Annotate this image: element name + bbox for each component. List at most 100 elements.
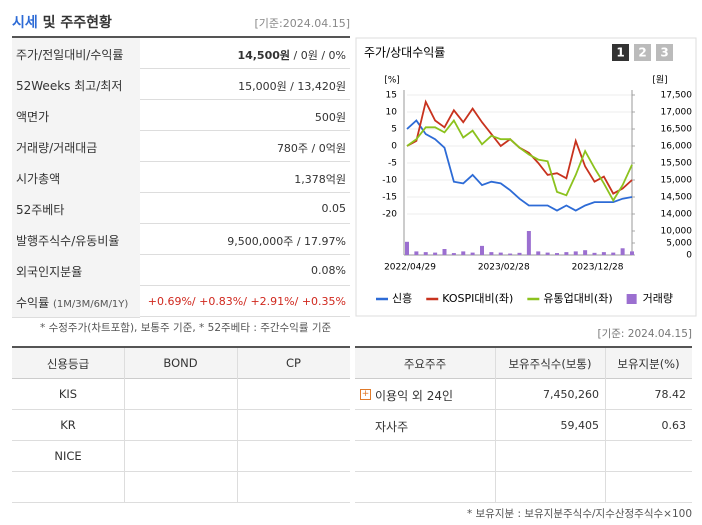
row-line [140, 223, 350, 224]
title-highlight: 시세 [12, 15, 38, 31]
volume-bar [489, 252, 494, 255]
volume-bar [480, 245, 484, 255]
y2-unit: [원] [652, 75, 667, 86]
label-cell [12, 255, 140, 287]
value-text: 9,500,000주 / 17.97% [227, 235, 346, 248]
row-label: 외국인지분율 [16, 263, 82, 280]
label-text: 외국인지분율 [16, 265, 83, 279]
row-line [140, 285, 350, 286]
value-text: +0.69%/ +0.83%/ +2.91%/ +0.35% [147, 295, 346, 308]
value-text: 0.05 [321, 202, 347, 215]
chart-button[interactable] [634, 44, 651, 61]
row-line [140, 161, 350, 162]
row-line [140, 254, 350, 255]
y2-tick-label: 15,500 [661, 159, 693, 169]
header-cell: 보유지분(%) [617, 357, 680, 371]
y-tick-label: -5 [388, 159, 397, 169]
volume-bar [470, 252, 475, 255]
expand-icon[interactable]: + [360, 389, 371, 400]
table-cell: 이용익 외 24인 [375, 389, 454, 403]
col-line [124, 348, 125, 503]
header-cell: 보유주식수(보통) [508, 357, 592, 371]
volume-bar [620, 248, 625, 255]
volume-bar [536, 251, 541, 255]
legend-label: 거래량 [643, 292, 673, 305]
label-text: 시가총액 [16, 172, 61, 186]
row-label: 52Weeks 최고/최저 [16, 77, 122, 94]
row-value: 780주 / 0억원 [277, 140, 346, 156]
row-line [12, 409, 350, 410]
row-line [140, 68, 350, 69]
chart-button[interactable] [656, 44, 673, 61]
volume-bar [405, 241, 409, 255]
row-line [12, 471, 350, 472]
label-text: 주가/전일대비/수익률 [16, 48, 124, 62]
value-text: 500원 [314, 111, 346, 124]
rule [12, 36, 350, 38]
y2-tick-label: 16,500 [661, 125, 693, 135]
chart-button[interactable] [612, 44, 629, 61]
volume-bar [630, 251, 634, 255]
value-rest: / 0원 / 0% [293, 49, 346, 62]
chart-button-label[interactable]: 3 [660, 46, 668, 60]
y2-tick-label: 15,000 [661, 176, 693, 186]
table-head [355, 348, 692, 379]
row-label: 시가총액 [16, 170, 60, 187]
volume-bar [461, 251, 466, 255]
y-tick-label: -10 [382, 176, 397, 186]
base-date: [기준:2024.04.15] [254, 17, 350, 30]
label-text: 52주베타 [16, 203, 65, 217]
chart-frame [355, 37, 697, 317]
y3-tick-label: 0 [686, 251, 692, 261]
volume-bar [583, 250, 588, 255]
row-line [355, 471, 692, 472]
legend-swatch [626, 294, 637, 304]
y2-tick-label: 17,000 [661, 108, 693, 118]
label-cell [12, 69, 140, 101]
row-line [140, 192, 350, 193]
table-cell: 자사주 [375, 420, 409, 434]
x-tick-label: 2023/12/28 [572, 263, 624, 273]
y2-tick-label: 14,500 [661, 193, 693, 203]
volume-bar [526, 231, 531, 255]
series-line [406, 118, 633, 203]
row-label: 52주베타 [16, 201, 64, 218]
table-cell: KR [60, 418, 76, 432]
row-label: 수익률 (1M/3M/6M/1Y) [16, 294, 128, 311]
volume-bar [573, 251, 578, 255]
label-text: 발행주식수/유동비율 [16, 234, 120, 248]
row-value: 0.05 [322, 202, 347, 215]
x-tick-label: 2023/02/28 [478, 263, 530, 273]
row-line [355, 409, 692, 410]
table-cell: 7,450,260 [543, 388, 599, 401]
y3-tick-label: 5,000 [666, 239, 692, 249]
y2-tick-label: 14,000 [661, 210, 693, 220]
header-cell: 신용등급 [46, 357, 90, 371]
value-text: 1,378억원 [294, 173, 346, 186]
row-value: 15,000원 / 13,420원 [238, 78, 346, 94]
volume-bar [592, 252, 597, 255]
volume-bar [601, 252, 606, 255]
row-line [140, 99, 350, 100]
row-line [355, 440, 692, 441]
table-top [12, 346, 350, 348]
table-top [355, 346, 692, 348]
table-cell: 78.42 [654, 388, 687, 401]
header-cell: CP [286, 356, 301, 370]
chart-button-label[interactable]: 2 [638, 46, 646, 60]
row-value: 9,500,000주 / 17.97% [227, 233, 346, 249]
table-cell: KIS [58, 387, 78, 401]
col-line [237, 348, 238, 503]
y2-tick-label: 17,500 [661, 91, 693, 101]
col-line [605, 348, 606, 503]
chart-button-label[interactable]: 1 [616, 46, 624, 60]
row-value: 500원 [315, 109, 346, 125]
label-text: 거래량/거래대금 [16, 141, 98, 155]
value-text: 14,500원 [237, 49, 291, 62]
y-unit: [%] [384, 76, 400, 86]
row-line [140, 130, 350, 131]
header-cell: BOND [163, 356, 198, 370]
volume-bar [498, 252, 503, 255]
value-text: 780주 / 0억원 [276, 142, 346, 155]
